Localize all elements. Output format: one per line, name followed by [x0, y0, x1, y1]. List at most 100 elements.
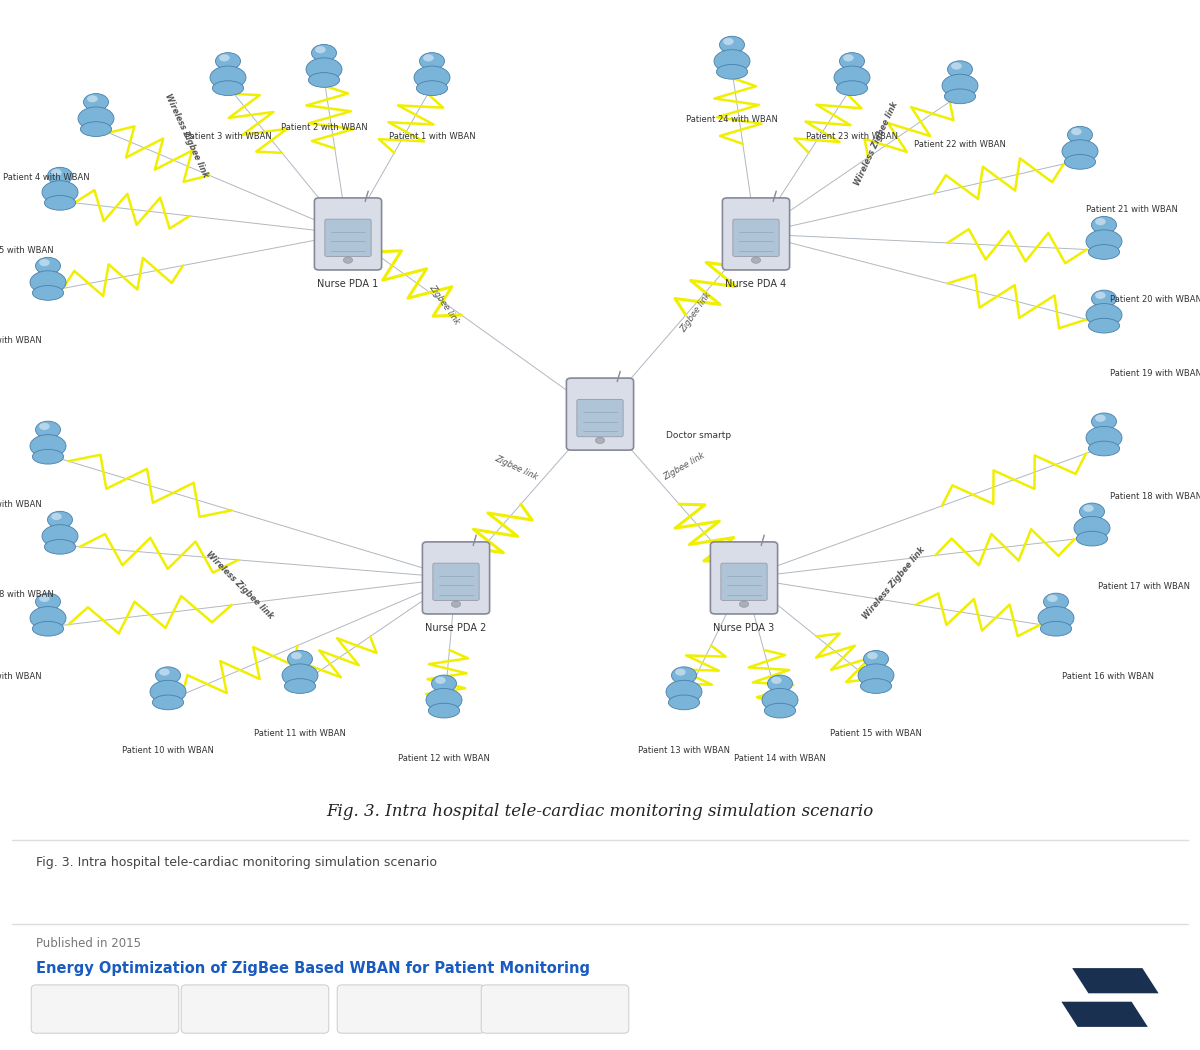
- Circle shape: [451, 601, 461, 607]
- Ellipse shape: [666, 680, 702, 704]
- Ellipse shape: [942, 75, 978, 98]
- Circle shape: [1084, 505, 1093, 512]
- Circle shape: [40, 259, 49, 267]
- FancyBboxPatch shape: [577, 399, 623, 437]
- Circle shape: [36, 593, 60, 610]
- FancyBboxPatch shape: [722, 197, 790, 270]
- Circle shape: [156, 667, 180, 684]
- Text: Zigbee link: Zigbee link: [493, 454, 539, 482]
- Text: Patient 6 with WBAN: Patient 6 with WBAN: [0, 336, 42, 345]
- Ellipse shape: [30, 435, 66, 458]
- Circle shape: [292, 652, 301, 659]
- Circle shape: [724, 38, 733, 45]
- Circle shape: [420, 52, 444, 69]
- Circle shape: [216, 52, 240, 69]
- Circle shape: [88, 96, 97, 103]
- Text: Zigbee link: Zigbee link: [679, 291, 713, 334]
- Circle shape: [312, 44, 336, 62]
- Circle shape: [768, 675, 792, 692]
- Ellipse shape: [1064, 154, 1096, 169]
- Circle shape: [844, 55, 853, 62]
- Text: Wireless Zigbee link: Wireless Zigbee link: [862, 545, 926, 621]
- Circle shape: [1096, 218, 1105, 226]
- Text: B. Kumar: B. Kumar: [528, 1004, 582, 1016]
- Circle shape: [36, 257, 60, 274]
- Ellipse shape: [1076, 531, 1108, 546]
- Text: Patient 2 with WBAN: Patient 2 with WBAN: [281, 124, 367, 132]
- Circle shape: [864, 651, 888, 668]
- Text: Patient 22 with WBAN: Patient 22 with WBAN: [914, 140, 1006, 149]
- Circle shape: [1072, 128, 1081, 135]
- Circle shape: [868, 652, 877, 659]
- Text: Wireless Zigbee link: Wireless Zigbee link: [162, 92, 210, 178]
- FancyBboxPatch shape: [433, 563, 479, 601]
- Circle shape: [40, 594, 49, 602]
- Text: Nurse PDA 3: Nurse PDA 3: [713, 623, 775, 633]
- Text: Patient 21 with WBAN: Patient 21 with WBAN: [1086, 206, 1178, 214]
- Text: Nurse PDA 2: Nurse PDA 2: [425, 623, 487, 633]
- Text: Patient 13 with WBAN: Patient 13 with WBAN: [638, 746, 730, 755]
- Ellipse shape: [428, 704, 460, 718]
- Circle shape: [48, 167, 72, 185]
- Ellipse shape: [1086, 303, 1122, 327]
- Text: Patient 5 with WBAN: Patient 5 with WBAN: [0, 247, 54, 255]
- Circle shape: [751, 257, 761, 264]
- Ellipse shape: [150, 680, 186, 704]
- Text: Patient 3 with WBAN: Patient 3 with WBAN: [185, 131, 271, 141]
- Ellipse shape: [306, 58, 342, 81]
- Ellipse shape: [668, 695, 700, 710]
- Circle shape: [52, 512, 61, 520]
- Ellipse shape: [426, 689, 462, 712]
- Text: Patient 12 with WBAN: Patient 12 with WBAN: [398, 754, 490, 763]
- Ellipse shape: [210, 66, 246, 89]
- Ellipse shape: [836, 81, 868, 96]
- Text: Wireless Zigbee link: Wireless Zigbee link: [852, 100, 900, 187]
- Circle shape: [840, 52, 864, 69]
- Ellipse shape: [30, 607, 66, 630]
- Circle shape: [1044, 593, 1068, 610]
- Ellipse shape: [42, 525, 78, 548]
- FancyBboxPatch shape: [314, 197, 382, 270]
- Ellipse shape: [1086, 230, 1122, 253]
- Circle shape: [948, 61, 972, 78]
- Circle shape: [676, 669, 685, 676]
- Ellipse shape: [860, 678, 892, 693]
- Text: Patient 7 with WBAN: Patient 7 with WBAN: [0, 500, 42, 509]
- Text: Patient 19 with WBAN: Patient 19 with WBAN: [1110, 370, 1200, 378]
- Circle shape: [40, 423, 49, 430]
- Text: Patient 16 with WBAN: Patient 16 with WBAN: [1062, 672, 1154, 681]
- Circle shape: [1096, 415, 1105, 422]
- Text: Patient 24 with WBAN: Patient 24 with WBAN: [686, 116, 778, 124]
- Ellipse shape: [764, 704, 796, 718]
- Ellipse shape: [152, 695, 184, 710]
- Ellipse shape: [1062, 140, 1098, 163]
- Text: Doctor smartp: Doctor smartp: [666, 430, 731, 440]
- Ellipse shape: [42, 181, 78, 204]
- Ellipse shape: [416, 81, 448, 96]
- Circle shape: [595, 437, 605, 443]
- FancyBboxPatch shape: [733, 219, 779, 256]
- Ellipse shape: [282, 664, 318, 687]
- Circle shape: [739, 601, 749, 607]
- Polygon shape: [1062, 1002, 1147, 1027]
- Circle shape: [220, 55, 229, 62]
- Ellipse shape: [1040, 622, 1072, 636]
- Ellipse shape: [32, 622, 64, 636]
- Circle shape: [1092, 413, 1116, 430]
- Circle shape: [160, 669, 169, 676]
- Text: Patient 18 with WBAN: Patient 18 with WBAN: [1110, 491, 1200, 501]
- Circle shape: [288, 651, 312, 668]
- Ellipse shape: [1086, 426, 1122, 449]
- Ellipse shape: [858, 664, 894, 687]
- Text: Patient 23 with WBAN: Patient 23 with WBAN: [806, 131, 898, 141]
- Ellipse shape: [308, 72, 340, 87]
- Circle shape: [772, 676, 781, 684]
- Ellipse shape: [414, 66, 450, 89]
- Circle shape: [432, 675, 456, 692]
- Ellipse shape: [44, 195, 76, 210]
- Text: Fig. 3. Intra hospital tele-cardiac monitoring simulation scenario: Fig. 3. Intra hospital tele-cardiac moni…: [326, 802, 874, 819]
- Circle shape: [952, 62, 961, 69]
- Ellipse shape: [44, 540, 76, 554]
- Ellipse shape: [1088, 245, 1120, 259]
- Circle shape: [84, 93, 108, 110]
